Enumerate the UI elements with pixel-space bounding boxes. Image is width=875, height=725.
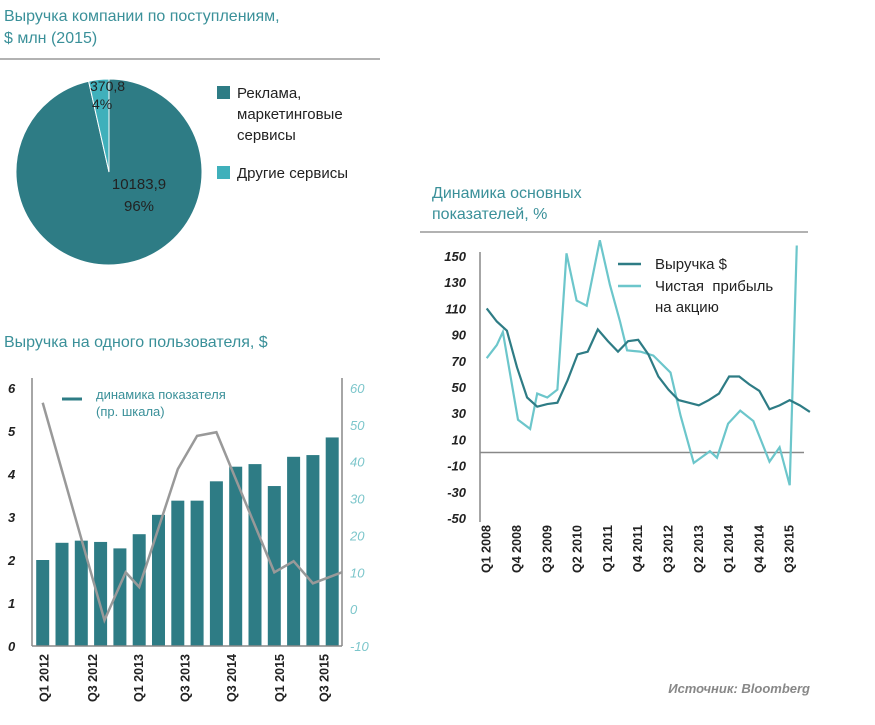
line-title-line-2: показателей, % bbox=[432, 206, 547, 223]
x-tick-label: Q3 2015 bbox=[783, 525, 797, 573]
x-tick-label: Q3 2014 bbox=[225, 654, 239, 702]
x-tick-label: Q1 2014 bbox=[722, 525, 736, 573]
pie-title-line-1: Выручка компании по поступлениям, bbox=[4, 8, 280, 25]
x-tick-label: Q1 2011 bbox=[601, 525, 615, 572]
x-tick-label: Q4 2008 bbox=[510, 525, 524, 573]
bar bbox=[306, 455, 320, 646]
y-tick-label: 0 bbox=[8, 639, 16, 654]
bar-title: Выручка на одного пользователя, $ bbox=[4, 334, 268, 351]
y-tick-label: 50 bbox=[452, 380, 467, 395]
bar bbox=[55, 542, 69, 646]
legend-label-eps-1: Чистая прибыль bbox=[655, 278, 773, 295]
pie-label-other-value: 370,8 bbox=[90, 78, 125, 94]
x-tick-label: Q2 2013 bbox=[692, 525, 706, 573]
pie-slice-1 bbox=[88, 78, 110, 173]
x-tick-label: Q1 2008 bbox=[480, 525, 494, 573]
y2-tick-label: -10 bbox=[350, 639, 370, 654]
bar bbox=[267, 486, 281, 646]
line-chart: -50 -30 -10 10 30 50 70 90 110 130 150 Q1 2008 Q4 20… bbox=[444, 240, 811, 573]
legend-swatch-ads bbox=[217, 86, 230, 99]
x-tick-label: Q3 2013 bbox=[179, 654, 193, 702]
pie-section: Выручка компании по поступлениям, $ млн … bbox=[0, 8, 380, 266]
y-tick-label: -30 bbox=[447, 485, 467, 500]
bar-section: Выручка на одного пользователя, $ 0 1 2 3 4 5… bbox=[4, 334, 370, 702]
bar bbox=[287, 456, 301, 646]
y-tick-label: 90 bbox=[452, 328, 467, 343]
x-tick-label: Q1 2015 bbox=[273, 654, 287, 702]
y2-tick-label: 20 bbox=[349, 528, 365, 543]
bar-chart: 0 1 2 3 4 5 6 -10 0 10 20 30 40 50 60 Q1 2012 Q3 2012 Q1 … bbox=[7, 378, 370, 702]
y-tick-label: 130 bbox=[444, 275, 466, 290]
bar bbox=[209, 481, 223, 646]
legend-label-revenue: Выручка $ bbox=[655, 256, 728, 273]
bar bbox=[152, 514, 165, 646]
bar bbox=[74, 540, 88, 646]
bar bbox=[190, 500, 204, 646]
x-tick-label: Q3 2012 bbox=[86, 654, 100, 702]
y2-tick-label: 40 bbox=[350, 455, 365, 470]
x-tick-label: Q1 2012 bbox=[38, 654, 52, 702]
bar bbox=[171, 500, 185, 646]
source-note: Источник: Bloomberg bbox=[668, 681, 810, 696]
y2-tick-label: 50 bbox=[350, 418, 365, 433]
y2-tick-label: 0 bbox=[350, 602, 358, 617]
legend-label-ads-2: маркетинговые bbox=[237, 106, 343, 123]
x-tick-label: Q2 2010 bbox=[571, 525, 585, 573]
y-tick-label: 5 bbox=[8, 424, 16, 439]
bar bbox=[36, 560, 50, 646]
y-tick-label: -50 bbox=[447, 511, 467, 526]
x-tick-label: Q3 2012 bbox=[662, 525, 676, 573]
bar bbox=[325, 437, 339, 646]
y-tick-label: 110 bbox=[445, 301, 466, 316]
y-tick-label: 1 bbox=[8, 596, 15, 611]
bar bbox=[248, 464, 262, 646]
y-tick-label: -10 bbox=[447, 459, 467, 474]
y2-tick-label: 60 bbox=[350, 381, 365, 396]
pie-label-ads-pct: 96% bbox=[124, 198, 154, 215]
revenue-line bbox=[485, 307, 811, 413]
x-tick-label: Q4 2011 bbox=[631, 525, 645, 572]
y-tick-label: 6 bbox=[8, 381, 16, 396]
y2-tick-label: 10 bbox=[350, 565, 365, 580]
pie-label-ads-value: 10183,9 bbox=[112, 176, 166, 193]
y-tick-label: 150 bbox=[444, 249, 466, 264]
bar-legend-label-1: динамика показателя bbox=[96, 387, 226, 402]
x-tick-label: Q4 2014 bbox=[752, 525, 766, 573]
y-tick-label: 10 bbox=[452, 432, 467, 447]
bar-legend-label-2: (пр. шкала) bbox=[96, 404, 165, 419]
x-tick-label: Q3 2015 bbox=[317, 654, 331, 702]
legend-label-eps-2: на акцию bbox=[655, 299, 719, 316]
legend-label-ads-3: сервисы bbox=[237, 127, 296, 144]
x-tick-label: Q3 2009 bbox=[540, 525, 554, 573]
pie-title-line-2: $ млн (2015) bbox=[4, 30, 97, 47]
pie-chart bbox=[15, 78, 203, 266]
line-section: Динамика основных показателей, % -50-30-… bbox=[420, 185, 811, 573]
bar bbox=[113, 548, 127, 646]
growth-line bbox=[41, 402, 343, 624]
legend-swatch-other bbox=[217, 166, 230, 179]
bar bbox=[132, 534, 146, 646]
y2-tick-label: 30 bbox=[350, 492, 365, 507]
legend-label-ads-1: Реклама, bbox=[237, 85, 301, 102]
y-tick-label: 70 bbox=[452, 354, 467, 369]
y-tick-label: 30 bbox=[452, 406, 467, 421]
pie-label-other-pct: 4% bbox=[92, 96, 112, 112]
y-tick-label: 2 bbox=[7, 553, 16, 568]
y-tick-label: 4 bbox=[7, 467, 16, 482]
legend-label-other: Другие сервисы bbox=[237, 165, 348, 182]
y-tick-label: 3 bbox=[8, 510, 16, 525]
bar bbox=[229, 466, 243, 646]
line-title-line-1: Динамика основных bbox=[432, 185, 582, 202]
x-tick-label: Q1 2013 bbox=[132, 654, 146, 702]
